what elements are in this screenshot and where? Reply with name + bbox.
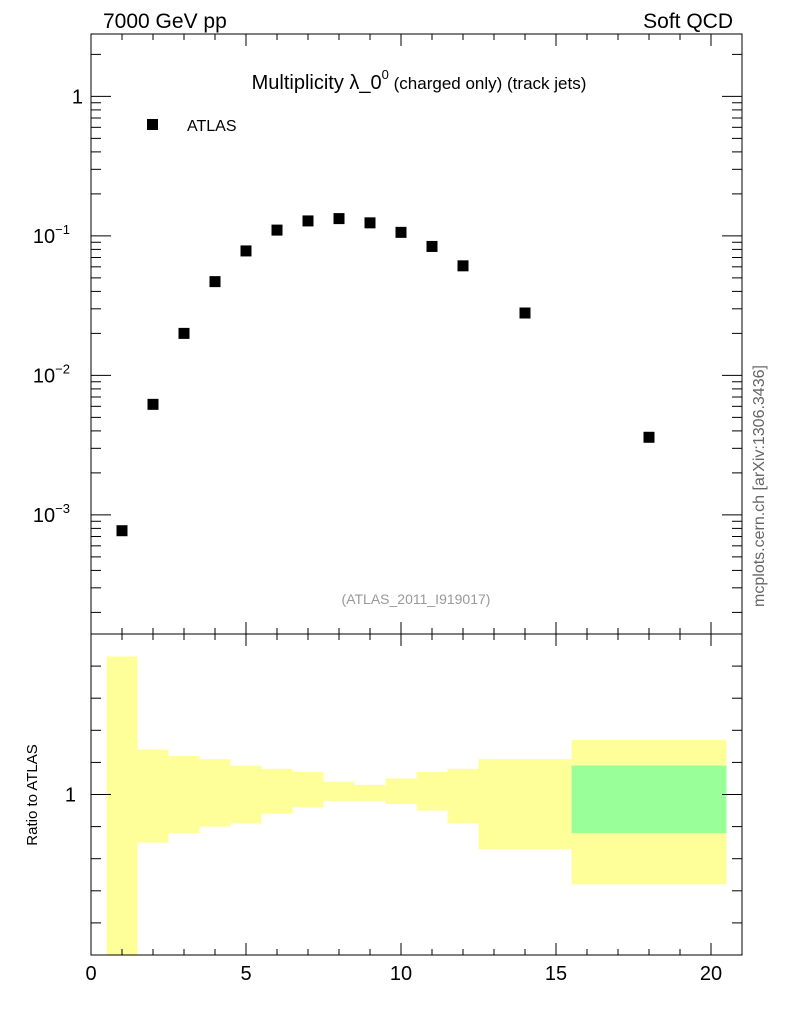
ratio-band-green-14	[571, 765, 727, 834]
legend-marker	[147, 119, 158, 130]
x-tick-label: 15	[545, 963, 567, 985]
y-tick-label: 10−1	[33, 222, 70, 248]
side-label: mcplots.cern.ch [arXiv:1306.3436]	[751, 365, 768, 607]
y-tick-label: 10−2	[33, 361, 70, 387]
x-tick-label: 5	[240, 963, 251, 985]
data-point-14	[519, 307, 531, 319]
ratio-plot-frame	[90, 633, 743, 956]
ratio-band-yellow-11	[447, 768, 479, 824]
chart-title-superscript: 0	[382, 67, 389, 82]
ratio-band-yellow-0	[106, 656, 138, 955]
ratio-band-yellow-9	[385, 778, 417, 805]
data-point-1	[116, 525, 128, 537]
chart-title: Multiplicity λ_00 (charged only) (track …	[252, 67, 587, 94]
data-point-2	[147, 398, 159, 410]
data-point-8	[333, 213, 345, 225]
ratio-bands	[106, 656, 727, 955]
chart-title-main: Multiplicity λ_0	[252, 72, 382, 94]
data-point-4	[209, 276, 221, 288]
data-point-10	[395, 226, 407, 238]
ratio-band-yellow-4	[230, 765, 262, 824]
ratio-band-yellow-5	[261, 768, 293, 814]
data-point-7	[302, 215, 314, 227]
data-points	[116, 213, 655, 537]
legend-label: ATLAS	[187, 118, 237, 135]
ratio-y-tick-label: 1	[65, 785, 76, 807]
data-point-12	[457, 260, 469, 272]
ratio-band-yellow-7	[323, 781, 355, 801]
data-point-18	[643, 431, 655, 443]
header-left: 7000 GeV pp	[103, 10, 227, 33]
x-tick-label: 10	[390, 963, 412, 985]
data-point-6	[271, 224, 283, 236]
ratio-band-yellow-3	[199, 759, 231, 827]
ratio-ylabel: Ratio to ATLAS	[24, 744, 41, 845]
header-right: Soft QCD	[643, 10, 733, 33]
axes: 0 5 10 15 20 1 10−1 10−2 10−3 1	[33, 34, 743, 985]
x-tick-label: 20	[700, 963, 722, 985]
chart-title-suffix: (charged only) (track jets)	[389, 74, 586, 93]
data-point-3	[178, 327, 190, 339]
y-tick-label: 1	[72, 86, 83, 108]
x-tick-label: 0	[85, 963, 96, 985]
data-point-5	[240, 245, 252, 257]
ratio-band-yellow-2	[168, 755, 200, 834]
ratio-band-yellow-6	[292, 772, 324, 808]
ratio-band-yellow-8	[354, 784, 386, 801]
data-point-11	[426, 240, 438, 252]
y-tick-label: 10−3	[33, 501, 70, 527]
ratio-band-yellow-10	[416, 772, 448, 811]
data-point-9	[364, 217, 376, 229]
ratio-band-yellow-1	[137, 749, 169, 843]
ratio-band-yellow-12	[478, 759, 572, 850]
analysis-watermark: (ATLAS_2011_I919017)	[342, 591, 491, 607]
